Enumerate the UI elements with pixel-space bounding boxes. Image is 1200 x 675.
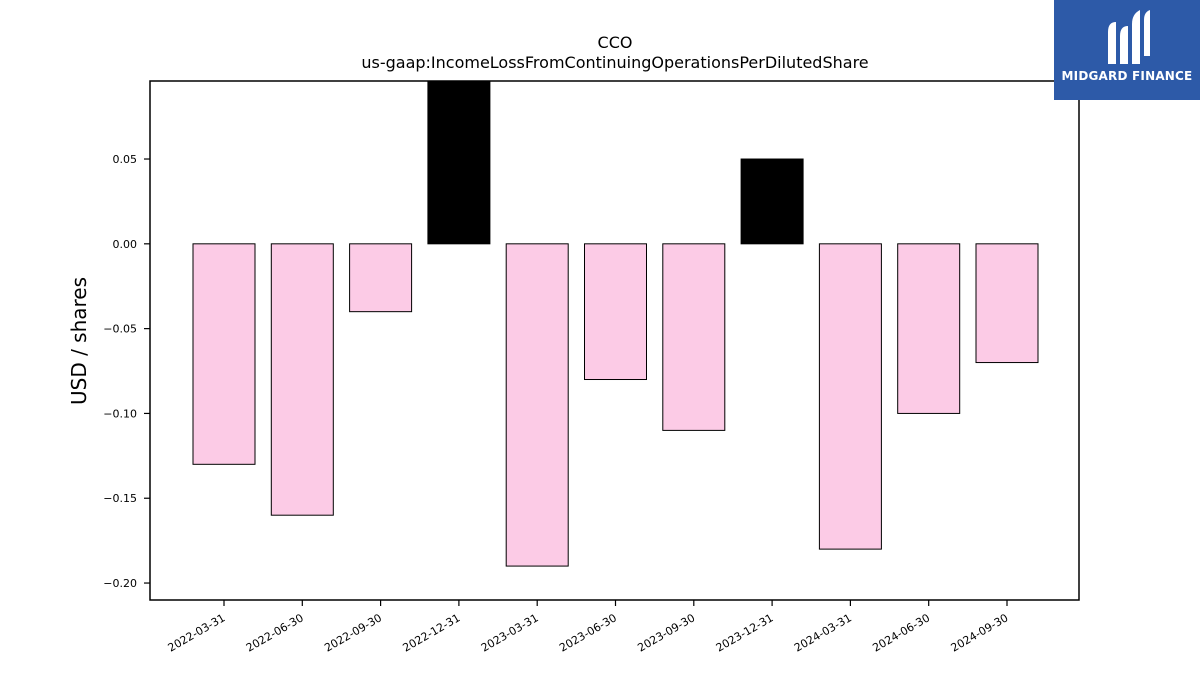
plot-frame bbox=[149, 80, 1080, 601]
logo-text: MIDGARD FINANCE bbox=[1061, 69, 1193, 83]
x-tick-label: 2022-03-31 bbox=[166, 611, 228, 654]
chart-subtitle: us-gaap:IncomeLossFromContinuingOperatio… bbox=[361, 53, 868, 72]
midgard-finance-logo: MIDGARD FINANCE bbox=[1054, 0, 1200, 100]
bar-2023-12-31 bbox=[740, 158, 804, 245]
chart-title: CCO bbox=[598, 33, 633, 52]
y-axis-label: USD / shares bbox=[67, 277, 91, 405]
bars-group bbox=[192, 80, 1039, 567]
y-tick-label: −0.15 bbox=[103, 492, 137, 505]
bar-2024-09-30 bbox=[975, 243, 1039, 364]
x-tick-label: 2023-09-30 bbox=[635, 611, 697, 654]
bar-2022-09-30 bbox=[349, 243, 413, 313]
x-tick-label: 2024-09-30 bbox=[949, 611, 1011, 654]
x-tick-label: 2022-09-30 bbox=[322, 611, 384, 654]
x-tick-label: 2023-03-31 bbox=[479, 611, 541, 654]
bar-2023-06-30 bbox=[584, 243, 647, 381]
midgard-m-icon bbox=[1108, 10, 1150, 64]
bar-2024-03-31 bbox=[818, 243, 882, 550]
y-tick-label: −0.10 bbox=[103, 407, 137, 420]
y-tick-label: 0.05 bbox=[113, 153, 138, 166]
bar-2022-06-30 bbox=[270, 243, 334, 516]
y-tick-label: 0.00 bbox=[113, 238, 138, 251]
y-tick-label: −0.20 bbox=[103, 577, 137, 590]
x-tick-label: 2023-06-30 bbox=[557, 611, 619, 654]
bar-2023-09-30 bbox=[662, 243, 726, 431]
x-tick-label: 2024-06-30 bbox=[870, 611, 932, 654]
x-tick-label: 2023-12-31 bbox=[714, 611, 776, 654]
x-axis-ticks: 2022-03-31 2022-06-30 2022-09-30 2022-12-31… bbox=[166, 600, 1011, 655]
x-tick-label: 2022-12-31 bbox=[401, 611, 463, 654]
x-tick-label: 2022-06-30 bbox=[244, 611, 306, 654]
y-axis-ticks: 0.05 0.00 −0.05 −0.10 −0.15 −0.20 bbox=[103, 153, 150, 590]
bar-2023-03-31 bbox=[505, 243, 569, 567]
x-tick-label: 2024-03-31 bbox=[792, 611, 854, 654]
bar-2022-03-31 bbox=[192, 243, 256, 465]
bar-2022-12-31 bbox=[427, 80, 491, 245]
bar-2024-06-30 bbox=[897, 243, 961, 414]
y-tick-label: −0.05 bbox=[103, 323, 137, 336]
